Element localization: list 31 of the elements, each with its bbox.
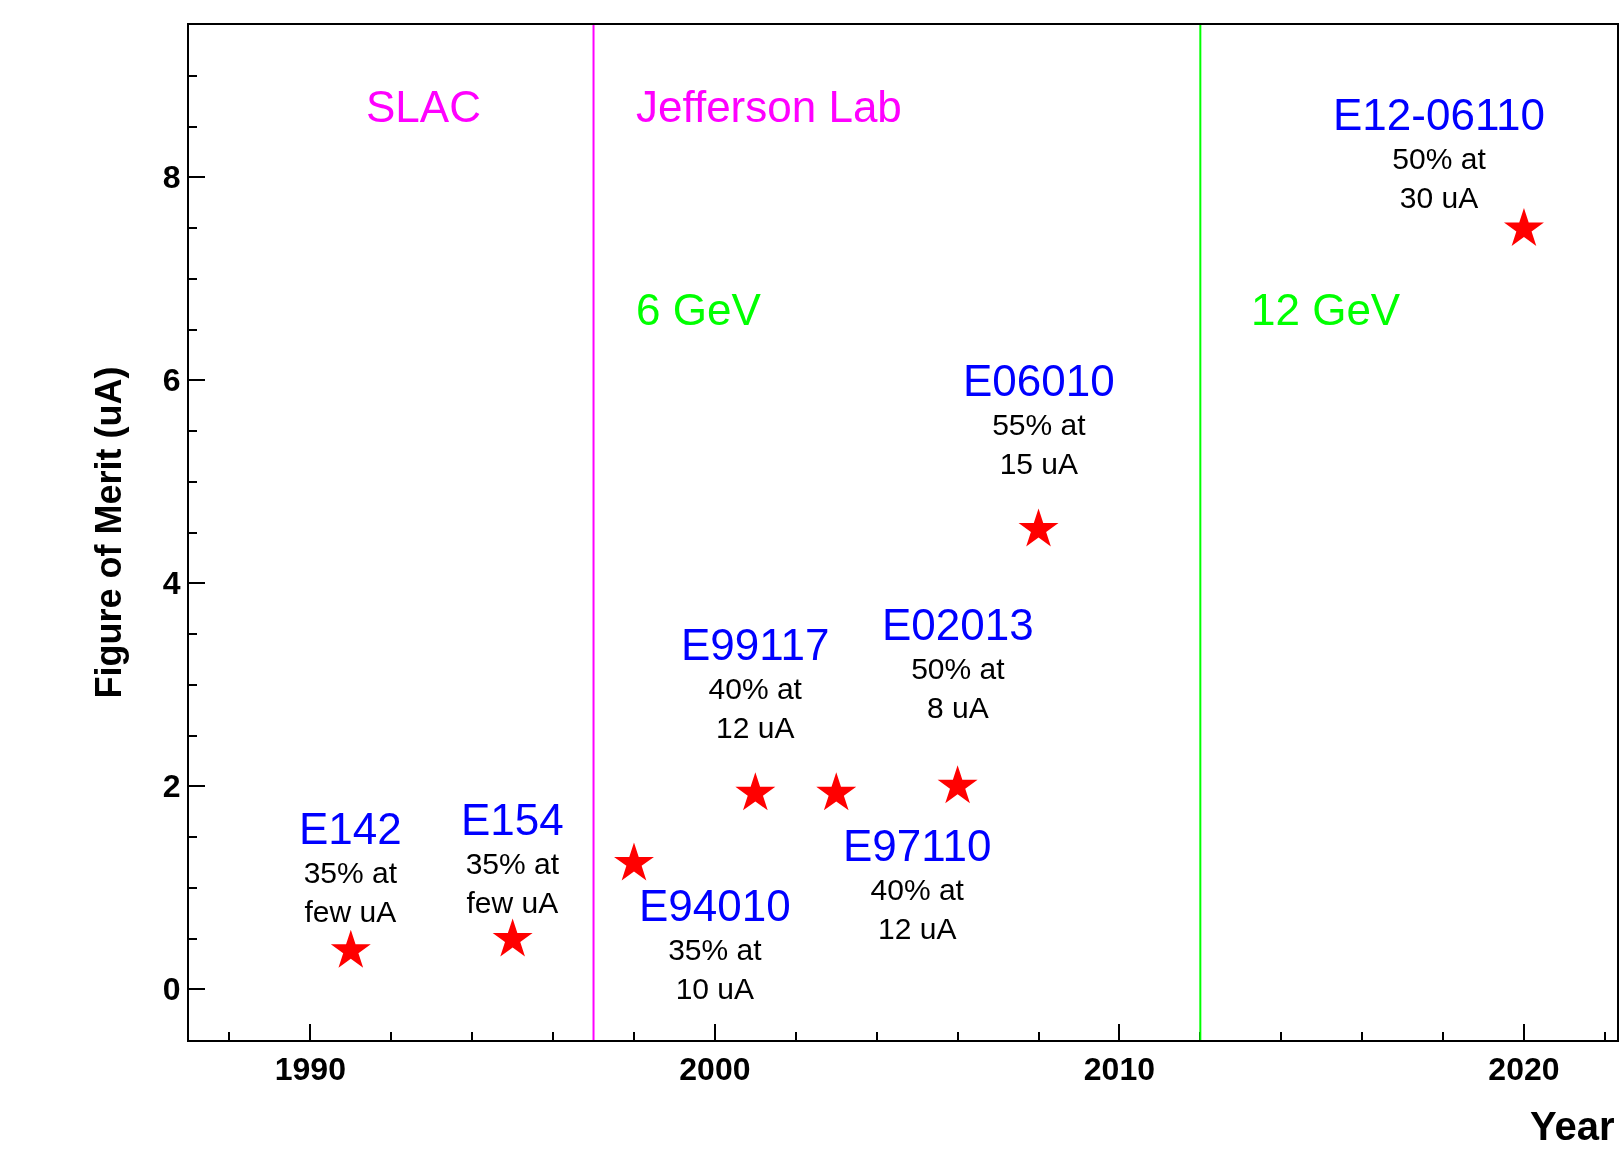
- point: [816, 772, 857, 811]
- point: [735, 772, 776, 811]
- annotation: E142 35% at few uA: [299, 804, 402, 928]
- x-tick-label: 2000: [679, 1051, 751, 1088]
- point: [1503, 208, 1544, 247]
- annotation: E12-06110 50% at 30 uA: [1333, 90, 1546, 214]
- annotation: E99117 40% at 12 uA: [681, 620, 830, 744]
- x-tick-label: 2020: [1488, 1051, 1560, 1088]
- annotation: E02013 50% at 8 uA: [882, 600, 1034, 724]
- x-tick-label: 2010: [1083, 1051, 1156, 1088]
- annotation: SLAC: [366, 82, 481, 131]
- annotation: Jefferson Lab: [636, 82, 902, 131]
- y-tick-label: 6: [162, 362, 181, 399]
- y-axis-title: Figure of Merit (uA): [88, 366, 130, 699]
- y-tick-label: 8: [162, 159, 181, 196]
- y-tick-label: 2: [162, 768, 181, 805]
- point: [1018, 508, 1059, 547]
- annotation: E06010 55% at 15 uA: [963, 356, 1115, 480]
- annotation: 6 GeV: [636, 285, 762, 334]
- annotation: E154 35% at few uA: [461, 795, 564, 919]
- point: [937, 765, 978, 804]
- point: [614, 842, 654, 881]
- y-tick-label: 4: [162, 565, 181, 602]
- annotation: E97110 40% at 12 uA: [843, 821, 992, 945]
- x-tick-label: 1990: [274, 1051, 346, 1088]
- point: [492, 918, 533, 957]
- point: [330, 929, 371, 968]
- x-axis-title: Year: [1530, 1104, 1615, 1148]
- annotation: 12 GeV: [1251, 285, 1401, 334]
- y-tick-label: 0: [162, 971, 181, 1008]
- annotation: E94010 35% at 10 uA: [639, 881, 791, 1005]
